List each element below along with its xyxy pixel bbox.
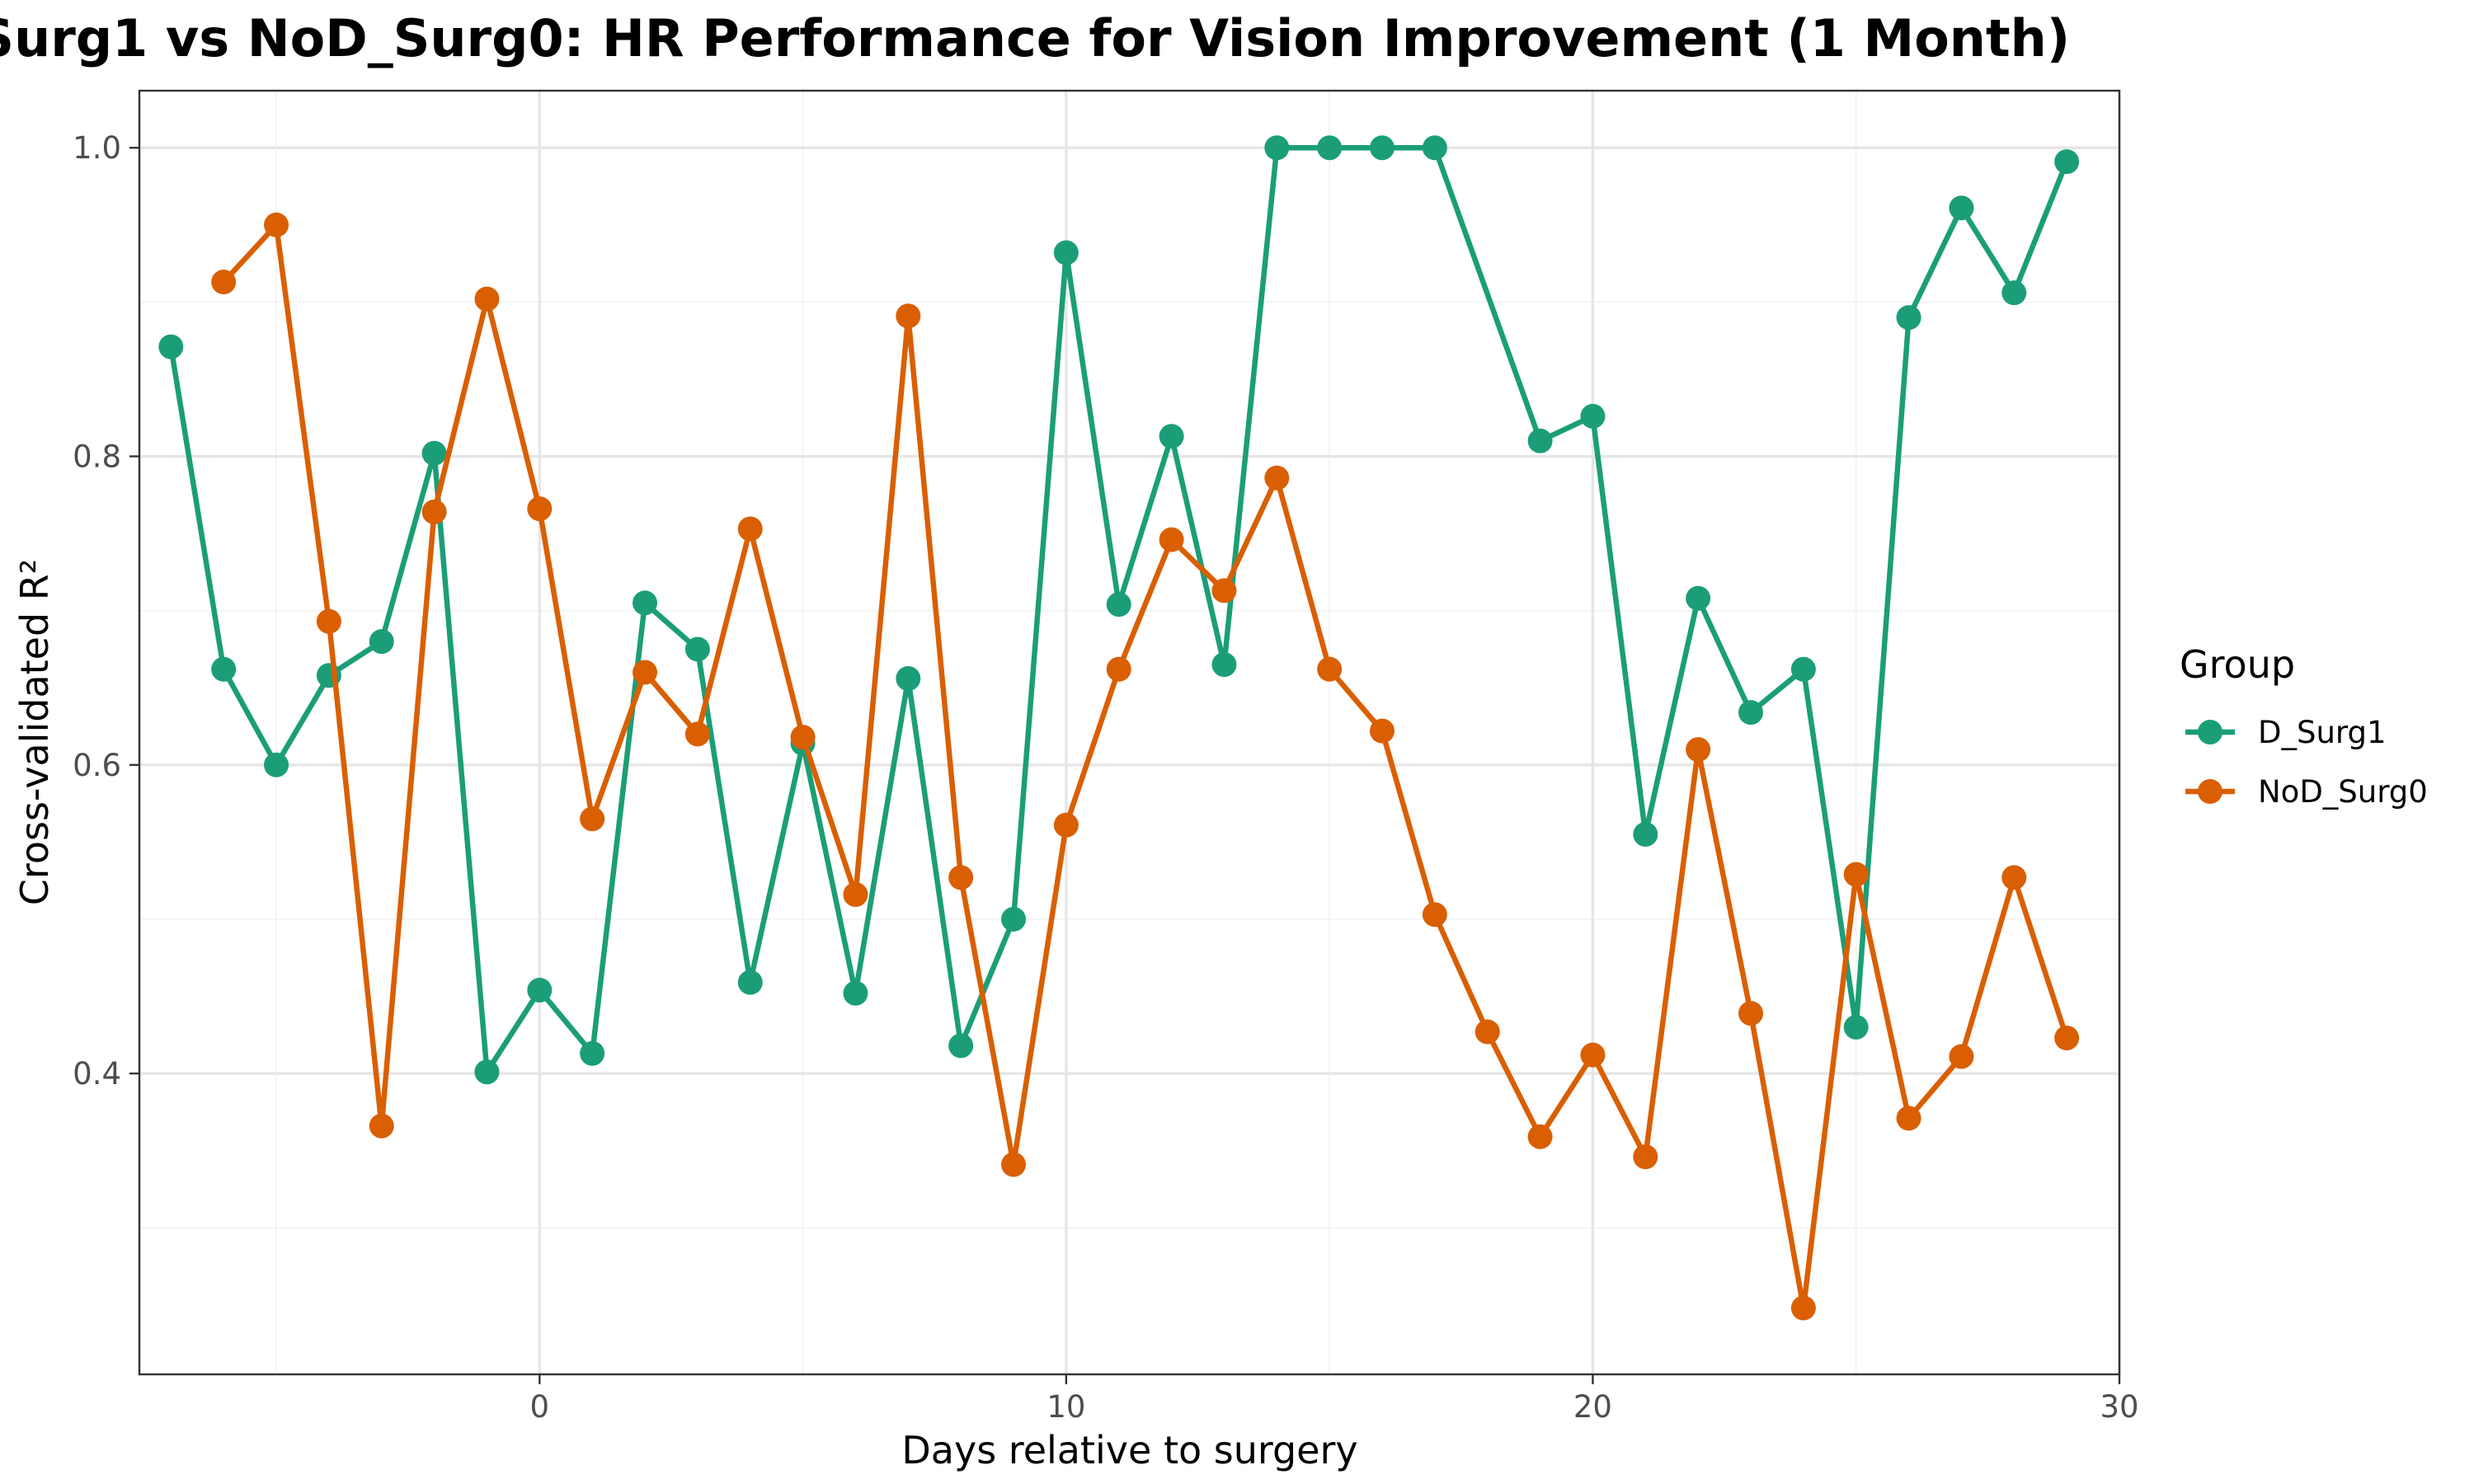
data-point-d-surg1 xyxy=(684,636,710,662)
y-tick-label: 0.8 xyxy=(73,439,121,475)
data-point-nod-surg0 xyxy=(1527,1124,1553,1149)
data-point-d-surg1 xyxy=(1211,652,1237,678)
data-point-nod-surg0 xyxy=(1580,1042,1606,1068)
data-point-d-surg1 xyxy=(1949,195,1974,221)
y-tick-label: 0.6 xyxy=(73,748,121,783)
data-point-nod-surg0 xyxy=(1001,1152,1027,1177)
data-point-nod-surg0 xyxy=(1896,1106,1921,1131)
data-point-d-surg1 xyxy=(948,1033,974,1059)
data-point-nod-surg0 xyxy=(211,270,237,295)
y-tick-label: 1.0 xyxy=(73,130,121,166)
data-point-d-surg1 xyxy=(2001,280,2027,306)
data-point-d-surg1 xyxy=(264,752,289,777)
x-tick-label: 10 xyxy=(1047,1389,1085,1425)
data-point-nod-surg0 xyxy=(1790,1295,1816,1321)
data-point-d-surg1 xyxy=(1738,700,1764,726)
data-point-nod-surg0 xyxy=(1370,718,1395,744)
data-point-d-surg1 xyxy=(1001,906,1027,932)
y-axis: 0.4 0.6 0.8 1.0 xyxy=(73,130,139,1092)
data-point-d-surg1 xyxy=(158,334,184,359)
minor-grid xyxy=(139,91,2119,1374)
data-point-nod-surg0 xyxy=(1106,656,1131,682)
data-point-nod-surg0 xyxy=(1633,1144,1658,1170)
data-point-nod-surg0 xyxy=(1475,1019,1500,1045)
data-point-d-surg1 xyxy=(1053,240,1079,265)
data-point-nod-surg0 xyxy=(1686,737,1711,763)
data-point-nod-surg0 xyxy=(684,721,710,747)
data-point-nod-surg0 xyxy=(1053,812,1079,838)
data-point-d-surg1 xyxy=(1580,403,1606,429)
data-point-d-surg1 xyxy=(1633,822,1658,848)
plot-panel-border xyxy=(138,89,2121,1376)
data-point-nod-surg0 xyxy=(1843,862,1869,887)
y-tick-label: 0.4 xyxy=(73,1056,121,1092)
major-grid xyxy=(139,91,2121,1374)
data-point-d-surg1 xyxy=(2054,149,2080,175)
data-point-d-surg1 xyxy=(1106,592,1131,618)
data-point-nod-surg0 xyxy=(1949,1044,1974,1069)
legend: Group D_Surg1 NoD_Surg0 xyxy=(2180,642,2428,810)
data-point-nod-surg0 xyxy=(1422,902,1447,928)
data-point-d-surg1 xyxy=(1790,656,1816,682)
data-point-d-surg1 xyxy=(527,978,553,1003)
data-point-nod-surg0 xyxy=(1317,656,1343,682)
data-point-nod-surg0 xyxy=(1264,465,1290,491)
series-line-nod-surg0 xyxy=(221,222,2070,1311)
data-point-nod-surg0 xyxy=(2001,865,2027,890)
y-axis-label: Cross-validated R² xyxy=(12,559,57,905)
data-point-nod-surg0 xyxy=(1159,527,1184,552)
data-point-nod-surg0 xyxy=(1738,1001,1764,1026)
data-point-d-surg1 xyxy=(737,970,763,995)
legend-key-point-d-surg1 xyxy=(2198,720,2222,744)
data-point-d-surg1 xyxy=(211,656,237,682)
series-layer xyxy=(158,135,2080,1321)
data-point-nod-surg0 xyxy=(896,303,921,329)
data-point-nod-surg0 xyxy=(1211,578,1237,603)
x-tick-label: 20 xyxy=(1573,1389,1612,1425)
data-point-nod-surg0 xyxy=(790,725,816,750)
data-point-d-surg1 xyxy=(421,440,447,466)
data-point-d-surg1 xyxy=(1159,424,1184,449)
data-point-nod-surg0 xyxy=(843,881,868,907)
data-point-nod-surg0 xyxy=(474,286,500,312)
data-point-nod-surg0 xyxy=(2054,1026,2080,1051)
data-point-d-surg1 xyxy=(1527,428,1553,453)
legend-item-nod-surg0: NoD_Surg0 xyxy=(2185,774,2428,810)
chart-title: D_Surg1 vs NoD_Surg0: HR Performance for… xyxy=(0,8,2070,68)
data-point-nod-surg0 xyxy=(264,212,289,237)
data-point-d-surg1 xyxy=(580,1040,605,1066)
data-point-nod-surg0 xyxy=(633,660,658,685)
data-point-d-surg1 xyxy=(369,629,394,655)
data-point-nod-surg0 xyxy=(527,496,553,522)
data-point-d-surg1 xyxy=(1264,135,1290,161)
data-point-nod-surg0 xyxy=(316,608,341,634)
x-axis: 0 10 20 30 xyxy=(530,1374,2139,1425)
data-point-nod-surg0 xyxy=(948,865,974,890)
data-point-d-surg1 xyxy=(896,666,921,692)
data-point-d-surg1 xyxy=(843,980,868,1006)
data-point-d-surg1 xyxy=(633,590,658,616)
legend-label-d-surg1: D_Surg1 xyxy=(2258,715,2387,750)
data-point-d-surg1 xyxy=(1370,135,1395,161)
legend-item-d-surg1: D_Surg1 xyxy=(2185,715,2387,750)
data-point-nod-surg0 xyxy=(369,1113,394,1139)
legend-title: Group xyxy=(2180,642,2295,687)
data-point-nod-surg0 xyxy=(421,499,447,524)
data-point-d-surg1 xyxy=(1317,135,1343,161)
legend-label-nod-surg0: NoD_Surg0 xyxy=(2258,774,2428,810)
x-tick-label: 0 xyxy=(530,1389,550,1425)
data-point-d-surg1 xyxy=(474,1059,500,1085)
data-point-nod-surg0 xyxy=(580,806,605,832)
data-point-d-surg1 xyxy=(1422,135,1447,161)
data-point-nod-surg0 xyxy=(737,516,763,542)
x-axis-label: Days relative to surgery xyxy=(901,1428,1357,1472)
legend-key-point-nod-surg0 xyxy=(2198,779,2222,804)
x-tick-label: 30 xyxy=(2100,1389,2138,1425)
data-point-d-surg1 xyxy=(1843,1014,1869,1040)
data-point-d-surg1 xyxy=(1686,585,1711,611)
data-point-d-surg1 xyxy=(1896,305,1921,331)
